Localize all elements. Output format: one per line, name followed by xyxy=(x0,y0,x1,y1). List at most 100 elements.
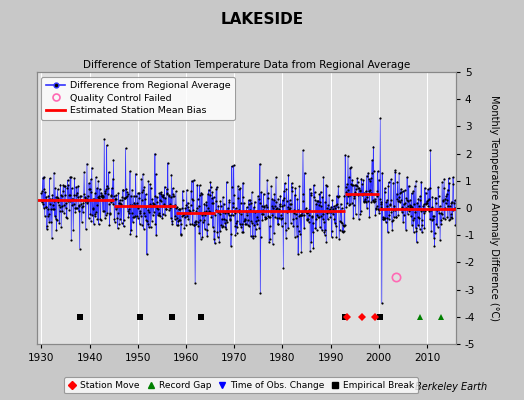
Point xyxy=(447,211,455,217)
Point xyxy=(151,171,160,177)
Point xyxy=(158,193,166,200)
Point xyxy=(212,186,220,192)
Point xyxy=(438,210,446,217)
Point xyxy=(407,213,415,219)
Point xyxy=(195,230,203,236)
Point xyxy=(103,183,112,189)
Point xyxy=(73,205,81,212)
Point xyxy=(372,206,380,213)
Point xyxy=(209,200,217,206)
Point xyxy=(82,226,90,232)
Point xyxy=(171,213,180,219)
Point xyxy=(90,220,98,227)
Point xyxy=(257,211,266,218)
Point xyxy=(406,203,414,210)
Point xyxy=(82,196,91,203)
Point xyxy=(405,182,413,189)
Point xyxy=(397,189,405,195)
Point xyxy=(61,182,69,189)
Point xyxy=(360,190,368,196)
Point xyxy=(445,216,453,223)
Point xyxy=(216,228,224,234)
Point xyxy=(285,206,293,213)
Point xyxy=(118,186,127,193)
Point xyxy=(84,215,93,221)
Point xyxy=(407,190,416,196)
Point xyxy=(196,235,205,242)
Point xyxy=(390,206,399,213)
Point xyxy=(289,223,298,229)
Point xyxy=(294,213,303,220)
Point xyxy=(42,194,50,200)
Point xyxy=(199,219,207,225)
Point xyxy=(390,214,398,220)
Point xyxy=(100,136,108,142)
Point xyxy=(217,216,226,222)
Point xyxy=(412,239,421,246)
Point xyxy=(295,183,303,190)
Point xyxy=(443,186,452,193)
Point xyxy=(307,190,315,196)
Point xyxy=(310,189,319,196)
Point xyxy=(408,222,416,228)
Point xyxy=(381,185,389,191)
Point xyxy=(296,230,304,237)
Point xyxy=(269,241,277,248)
Point xyxy=(126,168,134,174)
Point xyxy=(343,187,352,194)
Point xyxy=(342,184,350,190)
Point xyxy=(302,210,311,217)
Point xyxy=(341,152,350,158)
Point xyxy=(184,216,192,222)
Point xyxy=(263,177,271,184)
Point xyxy=(334,193,343,199)
Point xyxy=(41,204,50,210)
Point xyxy=(261,214,270,221)
Point xyxy=(94,194,102,200)
Point xyxy=(277,212,286,218)
Point xyxy=(265,223,274,230)
Point xyxy=(66,192,74,198)
Point xyxy=(98,192,106,198)
Point xyxy=(432,200,440,206)
Point xyxy=(349,215,357,221)
Point xyxy=(97,189,105,196)
Point xyxy=(77,201,85,207)
Point xyxy=(290,192,299,198)
Point xyxy=(406,197,414,204)
Point xyxy=(250,198,259,205)
Point xyxy=(208,195,216,202)
Point xyxy=(343,181,351,187)
Point xyxy=(184,206,193,213)
Point xyxy=(336,208,345,214)
Point xyxy=(54,199,62,205)
Point xyxy=(254,193,262,200)
Point xyxy=(443,190,451,197)
Point xyxy=(298,198,307,204)
Point xyxy=(99,207,107,214)
Point xyxy=(377,204,385,210)
Point xyxy=(219,223,227,229)
Point xyxy=(286,201,294,207)
Point xyxy=(426,147,434,153)
Point xyxy=(315,214,323,220)
Point xyxy=(328,234,336,240)
Point xyxy=(213,229,222,235)
Point xyxy=(441,196,450,202)
Point xyxy=(344,153,352,159)
Point xyxy=(373,192,381,199)
Point xyxy=(266,213,275,220)
Point xyxy=(359,199,368,205)
Point xyxy=(209,224,217,230)
Point xyxy=(200,209,208,215)
Point xyxy=(299,147,307,154)
Point xyxy=(194,202,203,209)
Point xyxy=(317,213,325,219)
Point xyxy=(281,220,289,226)
Point xyxy=(206,179,215,185)
Point xyxy=(195,182,204,189)
Point xyxy=(324,209,333,215)
Point xyxy=(258,217,267,224)
Point xyxy=(141,191,150,198)
Point xyxy=(163,190,171,197)
